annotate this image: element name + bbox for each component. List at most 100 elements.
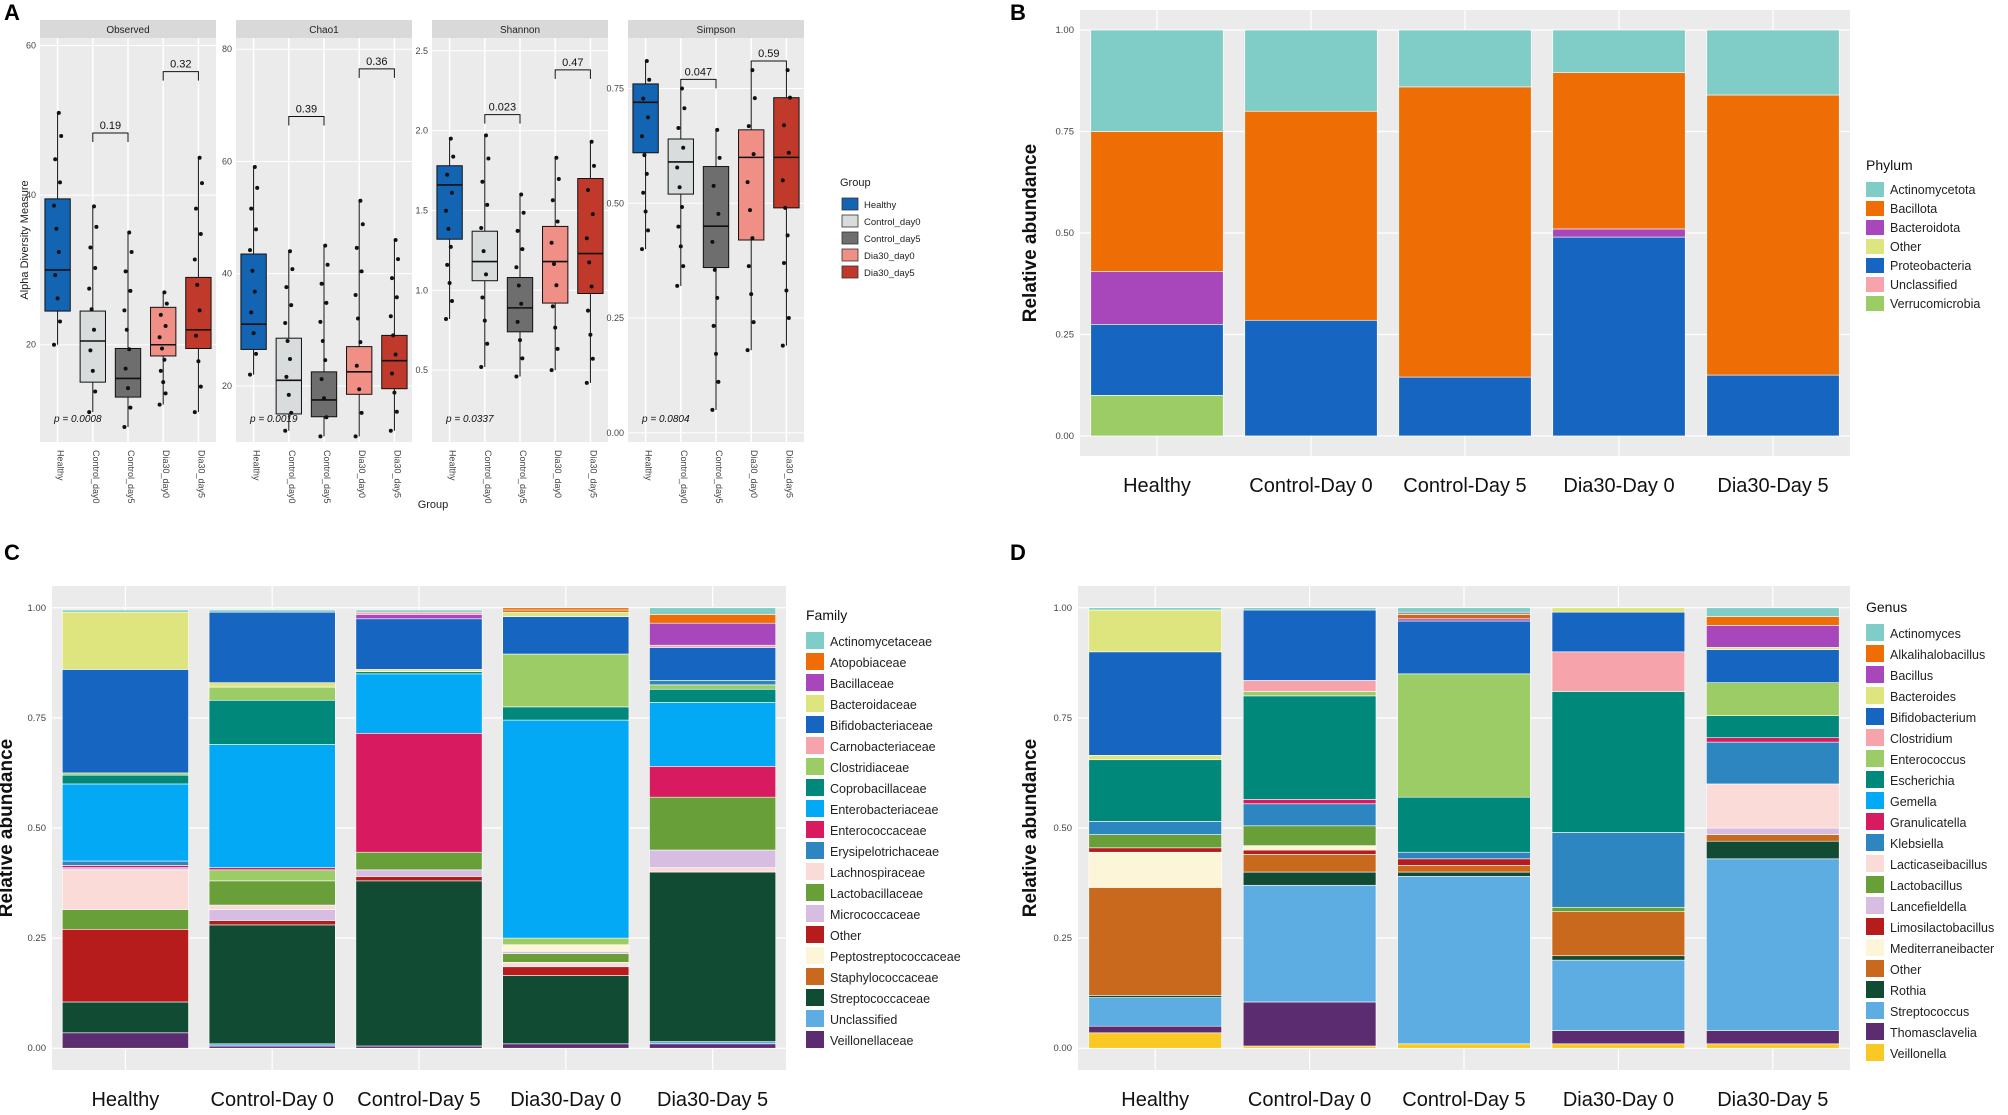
- legend-title: Family: [806, 607, 847, 623]
- y-tick-label: 0.75: [28, 713, 47, 724]
- legend-label: Streptococcus: [1890, 1005, 1969, 1019]
- observation-point: [324, 415, 329, 420]
- legend-label: Klebsiella: [1890, 837, 1944, 851]
- bar-segment-bacillota: [1090, 131, 1224, 272]
- legend-label: Rothia: [1890, 984, 1926, 998]
- observation-point: [55, 296, 60, 301]
- y-tick-label: 20: [26, 340, 36, 350]
- y-tick-label: 0.25: [606, 313, 624, 323]
- bar-segment-other: [208, 920, 336, 926]
- observation-point: [393, 238, 398, 242]
- box-control-day5: [506, 192, 534, 379]
- legend-label: Bacillaceae: [830, 677, 894, 691]
- observation-point: [554, 283, 559, 288]
- observation-point: [783, 205, 788, 210]
- observation-point: [640, 134, 644, 139]
- legend-swatch: [1866, 182, 1884, 197]
- bar-segment-lactobacillaceae: [649, 796, 777, 851]
- observation-point: [641, 96, 646, 101]
- legend-label: Alkalihalobacillus: [1890, 648, 1985, 662]
- observation-point: [646, 228, 650, 233]
- bar-segment-proteobacteria: [1398, 376, 1532, 437]
- bar-segment-coprobacillaceae: [208, 699, 336, 745]
- bar-segment-clostridiaceae: [502, 937, 630, 946]
- bar-segment-lancefieldella: [1706, 827, 1840, 835]
- bar-segment-streptococcaceae: [502, 975, 630, 1045]
- y-tick-label: 2.5: [415, 46, 428, 56]
- y-tick-label: 40: [26, 190, 36, 200]
- box-iqr: [381, 334, 408, 390]
- bar-segment-coprobacillaceae: [355, 671, 483, 675]
- legend-group: Group Healthy Control_day0 Control_day5 Dia3…: [840, 177, 921, 279]
- bar-segment-bacteroides: [1706, 647, 1840, 650]
- observation-point: [198, 384, 203, 389]
- observation-point: [514, 374, 519, 379]
- observation-point: [445, 172, 450, 177]
- observation-point: [642, 153, 647, 158]
- legend-swatch: [1866, 296, 1884, 311]
- y-tick-label: 1.0: [415, 285, 428, 295]
- observation-point: [481, 249, 486, 254]
- box-dia30-day5: [773, 68, 800, 348]
- bar-segment-bacillus: [1397, 618, 1531, 622]
- observation-point: [641, 190, 646, 195]
- bar-segment-carnobacteriaceae: [649, 644, 777, 648]
- observation-point: [486, 156, 491, 161]
- observation-point: [677, 185, 682, 190]
- bar-segment-enterococcus: [1706, 682, 1840, 716]
- y-axis-title: Relative abundance: [1020, 144, 1041, 322]
- observation-point: [283, 428, 288, 433]
- x-tick-label: Control-Day 0: [1248, 1089, 1371, 1111]
- facet-strip: [40, 20, 216, 38]
- legend-label: Limosilactobacillus: [1890, 921, 1994, 935]
- panel-label-a: A: [4, 0, 20, 25]
- kruskal-pvalue: p = 0.0337: [445, 414, 494, 425]
- legend-label: Clostridium: [1890, 732, 1953, 746]
- bar-segment-coprobacillaceae: [649, 688, 777, 703]
- box-iqr: [185, 276, 212, 349]
- observation-point: [555, 219, 560, 224]
- bar-segment-bifidobacterium: [1706, 649, 1840, 683]
- x-tick-label: Healthy: [448, 450, 458, 481]
- bar-segment-bacillota: [1398, 86, 1532, 378]
- bar-segment-escherichia: [1706, 715, 1840, 739]
- bar-segment-unclassified: [649, 1041, 777, 1045]
- observation-point: [323, 243, 328, 248]
- observation-point: [126, 386, 130, 391]
- bar-segment-actinomycetaceae: [355, 609, 483, 613]
- observation-point: [359, 269, 364, 274]
- y-tick-label: 2.0: [415, 126, 428, 136]
- box-iqr: [44, 198, 71, 312]
- legend-label: Control_day0: [864, 217, 921, 228]
- observation-point: [250, 268, 255, 273]
- observation-point: [53, 273, 58, 278]
- y-tick-label: 1.00: [28, 603, 47, 614]
- x-tick-label: Dia30-Day 0: [1563, 475, 1674, 497]
- observation-point: [53, 157, 58, 162]
- bar-segment-bacteroidota: [1552, 228, 1686, 238]
- observation-point: [711, 323, 716, 328]
- legend-swatch: [841, 248, 859, 262]
- observation-point: [746, 264, 751, 269]
- bar-segment-micrococcaceae: [649, 849, 777, 868]
- box-iqr: [577, 178, 604, 294]
- significance-label: 0.19: [100, 120, 121, 132]
- bar-segment-enterobacteriaceae: [61, 783, 189, 862]
- bar-segment-lactobacillus: [1088, 834, 1222, 849]
- x-tick-label: Dia30-Day 5: [1717, 1089, 1828, 1111]
- observation-point: [122, 308, 127, 313]
- observation-point: [358, 340, 363, 345]
- significance-label: 0.047: [685, 66, 713, 78]
- observation-point: [518, 338, 522, 343]
- observation-point: [320, 339, 325, 343]
- box-dia30-day0: [346, 198, 373, 439]
- bar-segment-bifidobacteriaceae: [649, 647, 777, 681]
- bar-segment-thomasclavelia: [1242, 1001, 1377, 1047]
- legend-swatch: [1866, 813, 1884, 830]
- observation-point: [92, 327, 96, 332]
- legend-swatch: [1866, 645, 1884, 662]
- legend-label: Bifidobacteriaceae: [830, 719, 933, 733]
- legend-swatch: [1866, 960, 1884, 977]
- observation-point: [446, 226, 451, 231]
